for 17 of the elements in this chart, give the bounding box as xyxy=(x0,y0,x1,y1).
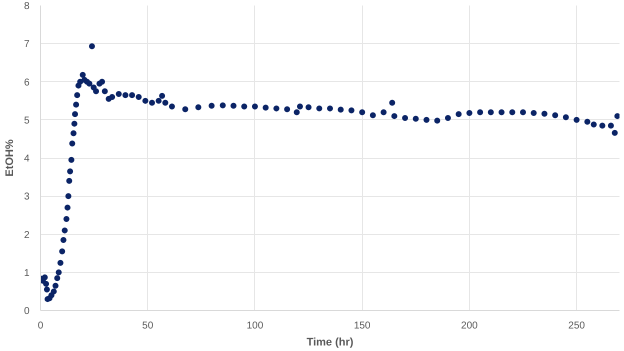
x-tick-label: 100 xyxy=(246,320,264,332)
y-tick-label: 7 xyxy=(24,39,30,50)
x-tick-label: 200 xyxy=(461,320,478,332)
y-tick-label: 2 xyxy=(24,230,30,241)
x-tick-label: 0 xyxy=(38,320,44,332)
y-tick-label: 3 xyxy=(24,192,30,203)
y-tick-label: 5 xyxy=(24,115,30,126)
y-tick-label: 1 xyxy=(24,268,30,279)
x-axis-title: Time (hr) xyxy=(306,336,354,348)
y-tick-label: 4 xyxy=(24,154,30,164)
y-axis-title: EtOH% xyxy=(4,139,16,177)
x-tick-label: 50 xyxy=(142,320,154,332)
y-tick-label: 6 xyxy=(24,77,30,88)
x-tick-label: 150 xyxy=(354,320,371,332)
y-tick-label: 8 xyxy=(24,1,30,12)
x-tick-label: 250 xyxy=(568,320,586,332)
y-tick-label: 0 xyxy=(24,306,30,317)
